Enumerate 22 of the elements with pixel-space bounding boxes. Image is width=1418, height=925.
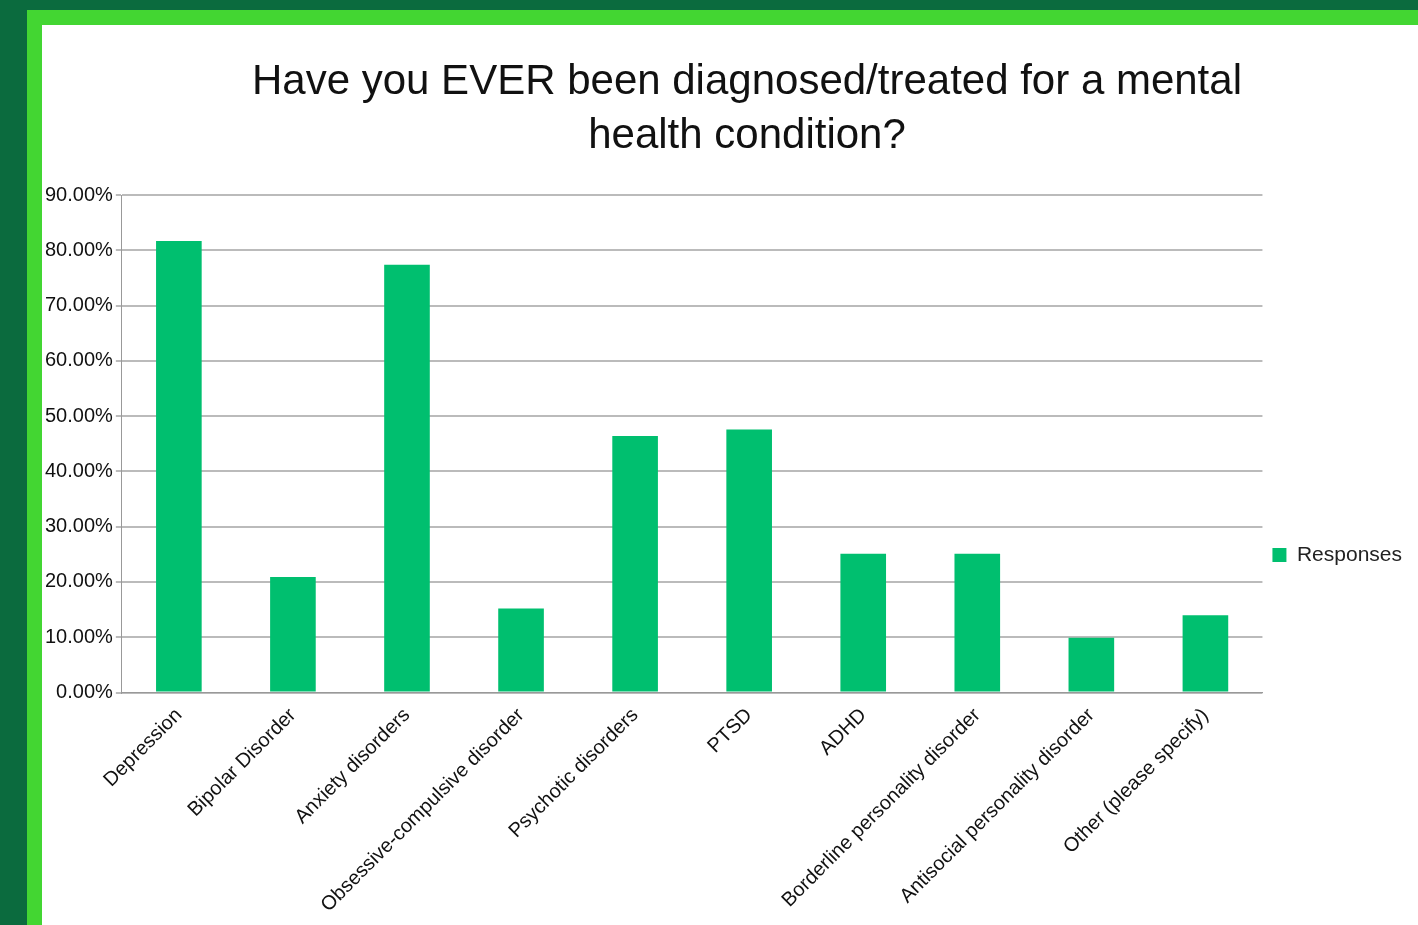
y-tick-label: 10.00%: [44, 624, 114, 647]
bar: [726, 429, 772, 692]
bar: [840, 553, 887, 692]
bar: [612, 436, 658, 692]
y-tick-label: 80.00%: [44, 237, 114, 260]
y-tick-label: 30.00%: [44, 514, 114, 537]
bar: [954, 553, 1001, 692]
legend-label: Responses: [1296, 541, 1402, 565]
bar: [1068, 637, 1115, 692]
bar: [1182, 615, 1229, 692]
bar: [270, 577, 316, 692]
y-tick-label: 70.00%: [44, 293, 114, 316]
bar: [498, 608, 544, 692]
bar: [384, 264, 430, 692]
y-tick-label: 50.00%: [44, 403, 114, 426]
y-tick-label: 60.00%: [44, 348, 114, 371]
chart-title: Have you EVER been diagnosed/treated for a mental health condition?: [251, 55, 1243, 159]
y-tick-label: 20.00%: [44, 569, 114, 592]
bar: [156, 240, 202, 692]
y-tick-label: 40.00%: [44, 458, 114, 481]
y-tick-label: 0.00%: [56, 680, 114, 703]
y-tick-label: 90.00%: [44, 182, 114, 205]
